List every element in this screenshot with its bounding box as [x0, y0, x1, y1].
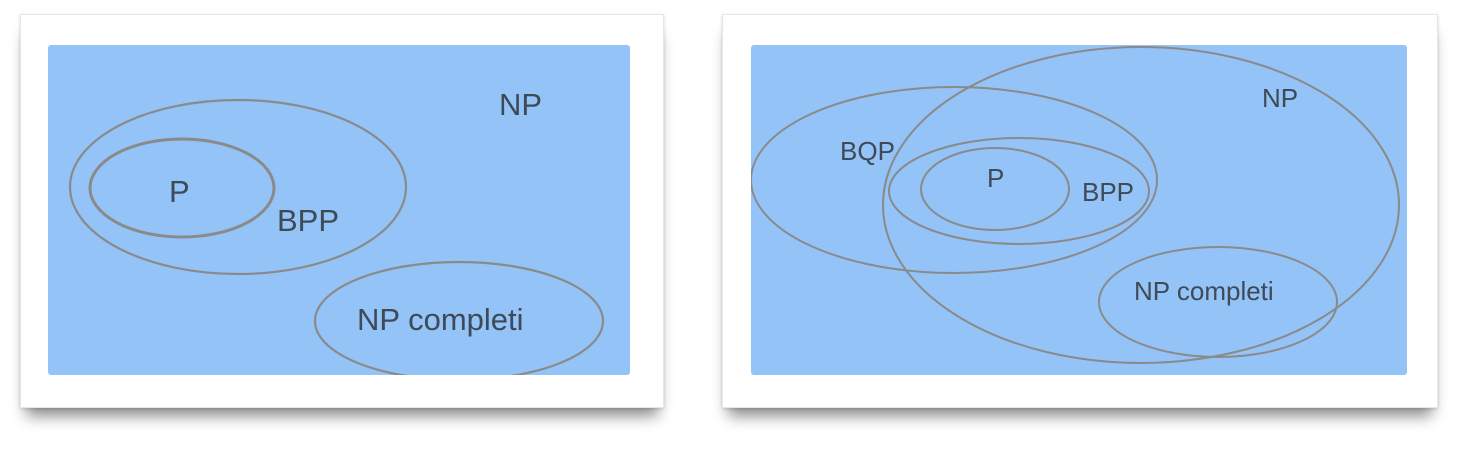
np-region-panel: NP BQP P BPP NP completi — [751, 45, 1407, 375]
p-label: P — [987, 163, 1005, 193]
np-complete-ellipse — [313, 260, 605, 375]
complexity-diagram-classical — [48, 45, 630, 375]
background-region — [751, 45, 1407, 375]
p-ellipse — [920, 147, 1070, 231]
np-complete-label: NP completi — [1134, 276, 1274, 306]
bpp-ellipse — [888, 137, 1150, 245]
p-label: P — [169, 174, 190, 209]
bpp-ellipse — [68, 98, 408, 276]
np-label: NP — [499, 87, 543, 122]
np-label: NP — [1262, 83, 1299, 113]
diagram-card-quantum: NP BQP P BPP NP completi — [722, 14, 1438, 408]
np-region — [48, 45, 630, 375]
p-ellipse — [88, 137, 276, 239]
bqp-ellipse — [751, 86, 1158, 274]
np-complete-ellipse — [1098, 246, 1338, 358]
np-region-panel: NP P BPP NP completi — [48, 45, 630, 375]
bqp-label: BQP — [840, 136, 895, 166]
complexity-diagram-quantum — [751, 45, 1407, 375]
diagram-card-classical: NP P BPP NP completi — [20, 14, 664, 408]
bpp-label: BPP — [277, 203, 340, 238]
np-complete-label: NP completi — [357, 302, 524, 337]
bpp-label: BPP — [1082, 177, 1135, 207]
np-ellipse — [882, 46, 1400, 364]
